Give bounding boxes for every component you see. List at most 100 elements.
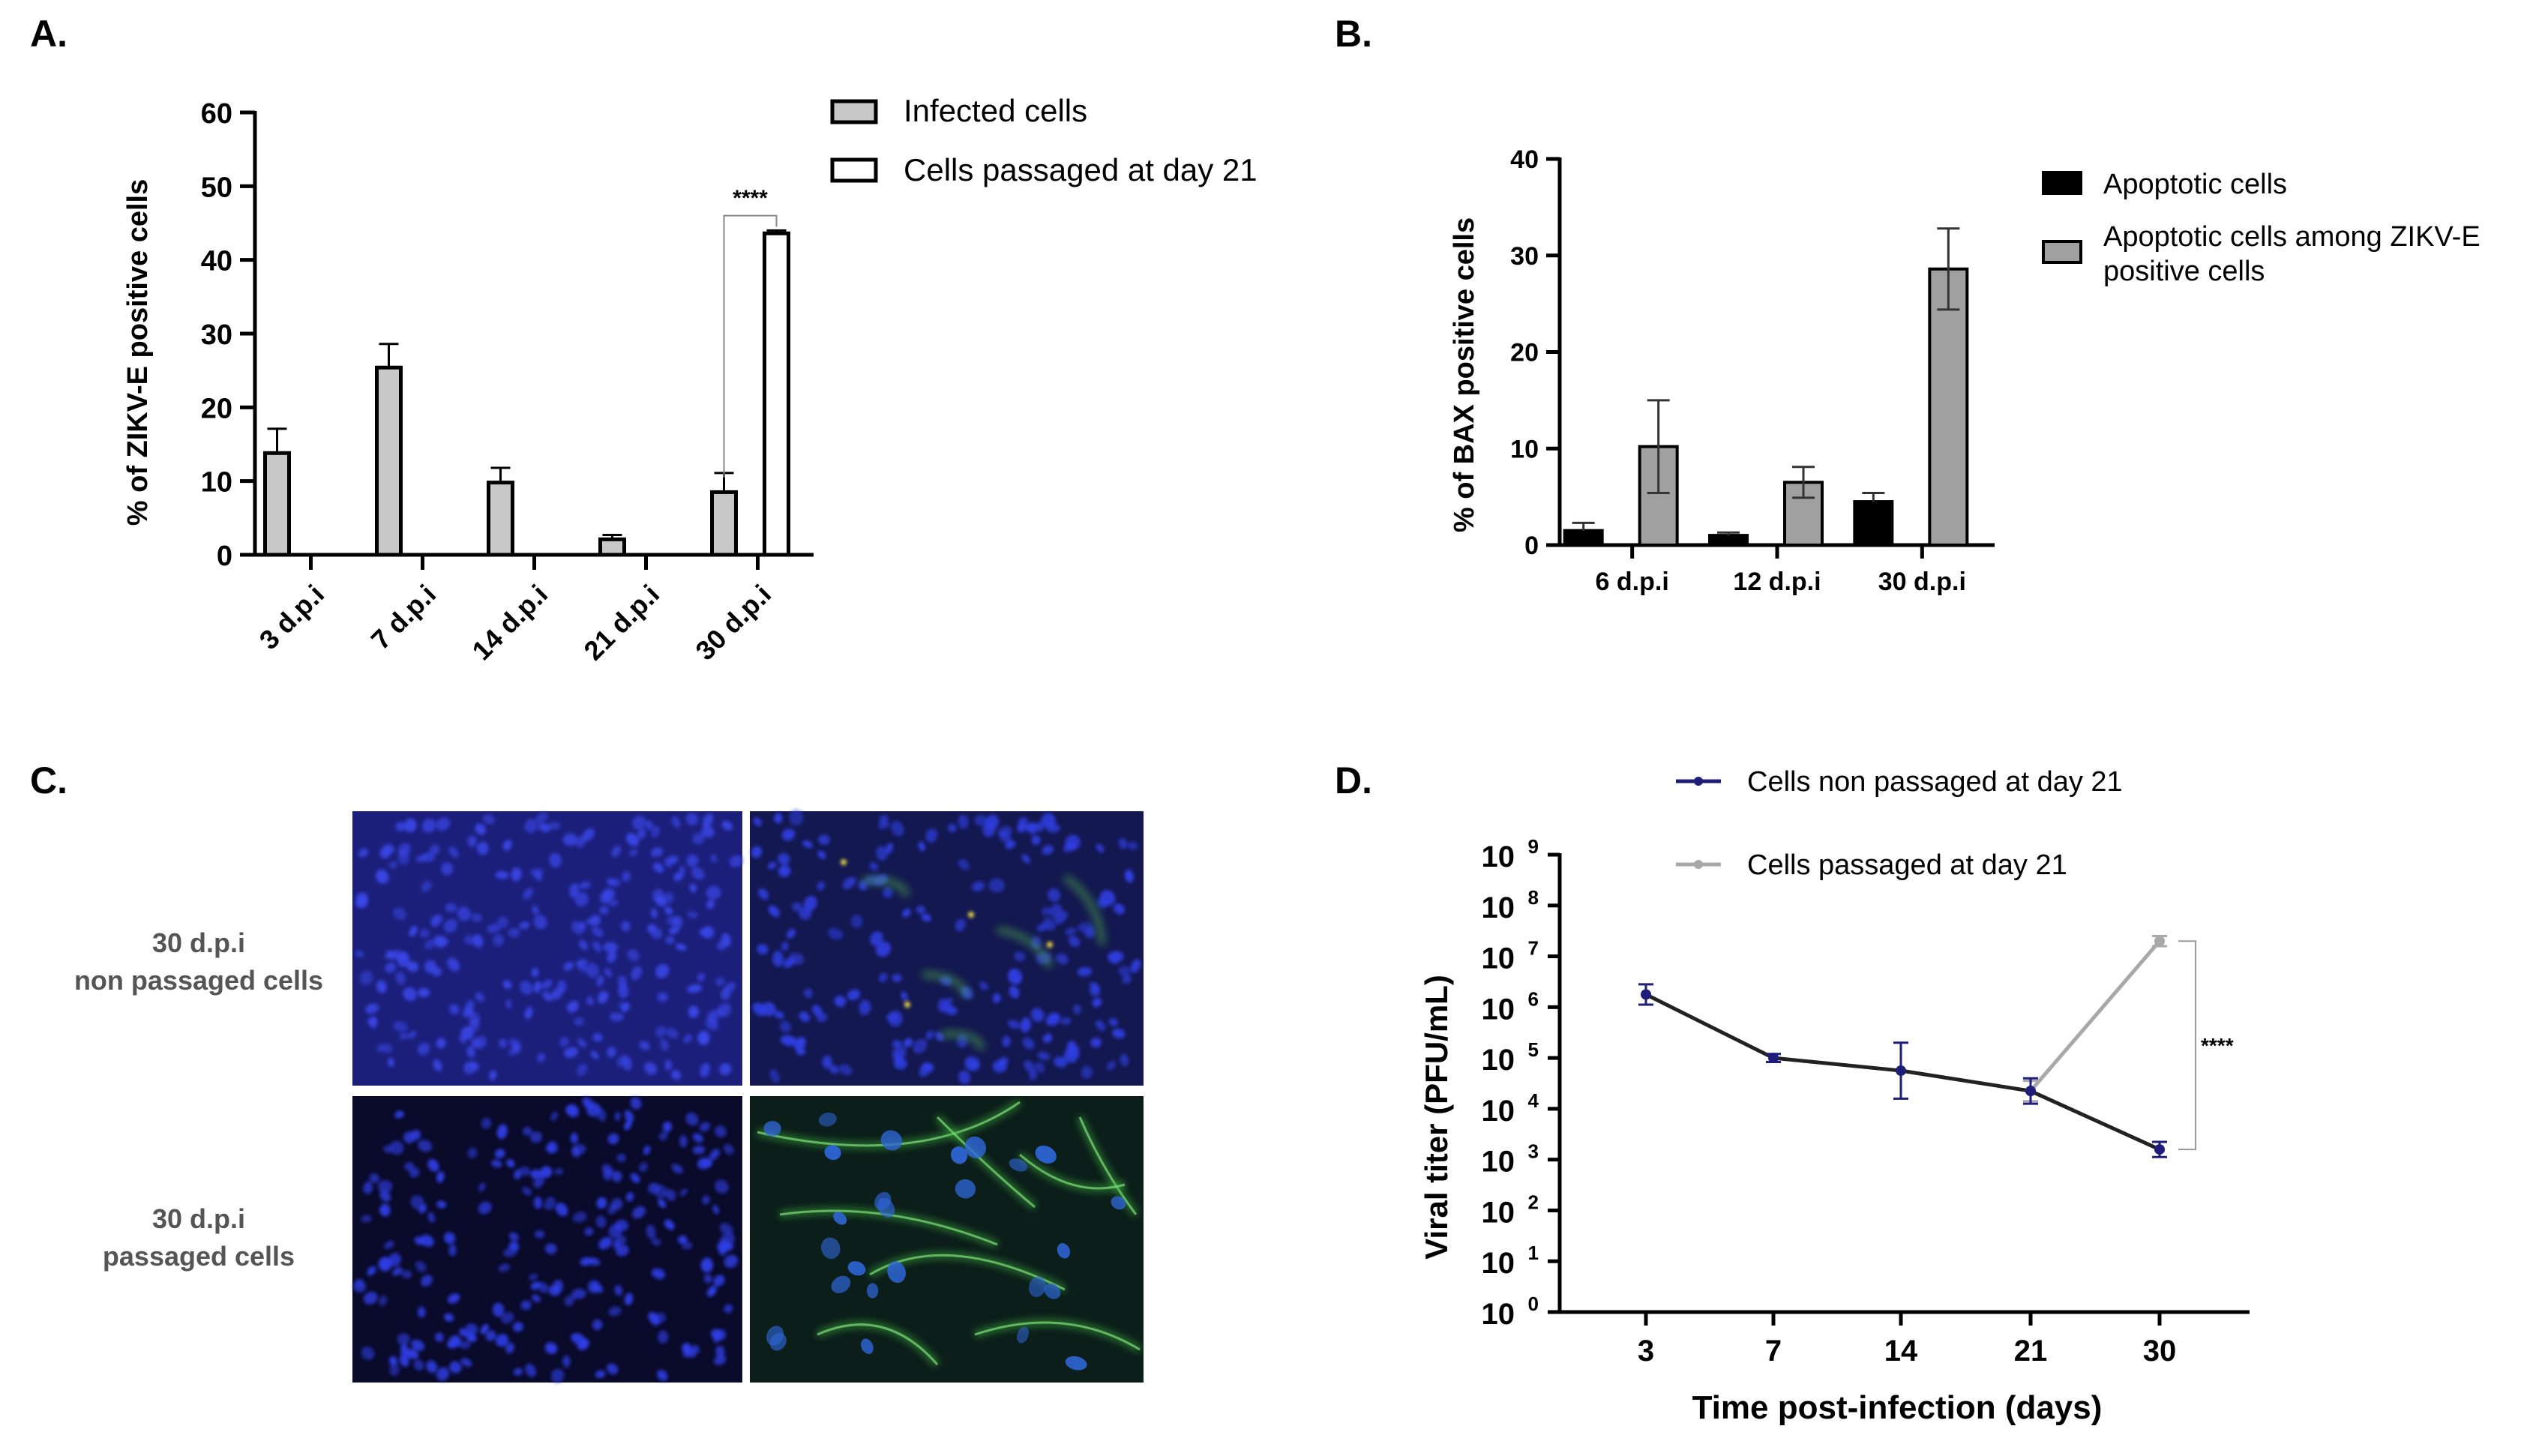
nucleus (420, 1234, 434, 1248)
nucleus (361, 1347, 375, 1360)
significance-stars: **** (2201, 1034, 2234, 1057)
nucleus (502, 980, 512, 990)
significance-bracket (723, 214, 778, 478)
nucleus (645, 820, 653, 831)
nucleus (355, 892, 368, 904)
nucleus (794, 1037, 806, 1051)
nucleus (413, 1359, 424, 1371)
nucleus (697, 972, 706, 982)
nucleus (379, 1296, 388, 1306)
chart-d-ytick-label: 10 (1482, 1146, 1515, 1179)
nucleus (485, 1330, 496, 1341)
nucleus (658, 1330, 669, 1344)
nucleus (676, 943, 687, 951)
nucleus (496, 1124, 508, 1140)
nucleus (421, 852, 436, 862)
nucleus (706, 900, 715, 909)
nucleus (719, 1223, 733, 1236)
nucleus (892, 974, 902, 983)
nucleus (532, 905, 539, 915)
nucleus (470, 912, 483, 922)
nucleus (1030, 1008, 1045, 1022)
nucleus (475, 992, 485, 1002)
nucleus (1009, 986, 1020, 999)
nucleus (1063, 1047, 1080, 1063)
significance-stars: **** (733, 186, 768, 211)
nucleus (768, 905, 780, 918)
nucleus (448, 846, 459, 858)
nucleus (887, 1261, 906, 1284)
nucleus (925, 1030, 934, 1040)
chart-a-ytick-label: 10 (201, 467, 232, 499)
nucleus (397, 849, 409, 865)
nucleus (397, 951, 408, 962)
nucleus (498, 1038, 508, 1048)
nucleus (943, 1004, 958, 1015)
nucleus (622, 871, 631, 882)
nucleus (392, 1267, 403, 1276)
nucleus (1035, 821, 1045, 832)
nucleus (541, 979, 553, 990)
nucleus (639, 1041, 650, 1050)
panel-label-c: C. (30, 759, 67, 801)
nucleus (662, 1121, 673, 1133)
nucleus (664, 1059, 673, 1071)
nucleus (447, 1293, 460, 1304)
chart-d: Viral titer (PFU/mL) Time post-infection… (1419, 766, 2250, 1426)
chart-d-xtick-label: 14 (1884, 1335, 1918, 1368)
point-non-passaged (1641, 989, 1651, 1000)
nucleus (699, 1033, 709, 1045)
nucleus (472, 933, 484, 948)
nucleus (478, 1182, 486, 1192)
nucleus (384, 951, 394, 960)
nucleus (630, 1097, 642, 1110)
nucleus (474, 1035, 487, 1050)
nucleus (415, 1260, 427, 1272)
nucleus (430, 966, 442, 977)
nucleus (436, 1171, 445, 1183)
chart-a-xtick-label: 3 d.p.i (253, 579, 331, 656)
nucleus (1022, 1038, 1035, 1050)
nucleus (1035, 1062, 1045, 1073)
nucleus (1056, 953, 1069, 965)
nucleus (1130, 959, 1141, 973)
nucleus (491, 1159, 502, 1168)
nucleus (1120, 1053, 1129, 1067)
nucleus (586, 996, 594, 1005)
colocalization-dot (1047, 942, 1053, 948)
nucleus (1073, 1005, 1081, 1014)
nucleus (448, 1244, 457, 1257)
nucleus (817, 881, 825, 891)
nucleus (715, 1179, 729, 1194)
nucleus (660, 1038, 669, 1051)
nucleus (475, 823, 486, 835)
nucleus (577, 1063, 588, 1077)
zikv-stain-core (1078, 1116, 1138, 1215)
chart-a-legend: Infected cells Cells passaged at day 21 (830, 93, 1258, 187)
nucleus (778, 852, 790, 865)
nucleus (822, 1055, 832, 1069)
nucleus (679, 1188, 688, 1197)
nucleus (616, 1235, 627, 1245)
nucleus (1026, 822, 1039, 834)
nucleus (534, 870, 542, 881)
nucleus (724, 1254, 739, 1269)
chart-a-ylabel: % of ZIKV-E positive cells (122, 179, 154, 526)
nucleus (375, 869, 389, 884)
nucleus (417, 1042, 430, 1056)
nucleus (370, 1020, 378, 1029)
chart-b-ylabel: % of BAX positive cells (1449, 217, 1480, 532)
nucleus (650, 927, 662, 939)
nucleus (683, 1034, 692, 1044)
nucleus (1118, 838, 1128, 849)
nucleus (786, 928, 796, 939)
nucleus (783, 957, 796, 968)
nucleus (699, 927, 709, 936)
nucleus (564, 1295, 575, 1307)
nucleus (481, 1117, 492, 1129)
nucleus (925, 828, 938, 843)
nucleus (974, 814, 988, 826)
colocalization-dot (904, 1002, 910, 1008)
nucleus (601, 1164, 614, 1176)
